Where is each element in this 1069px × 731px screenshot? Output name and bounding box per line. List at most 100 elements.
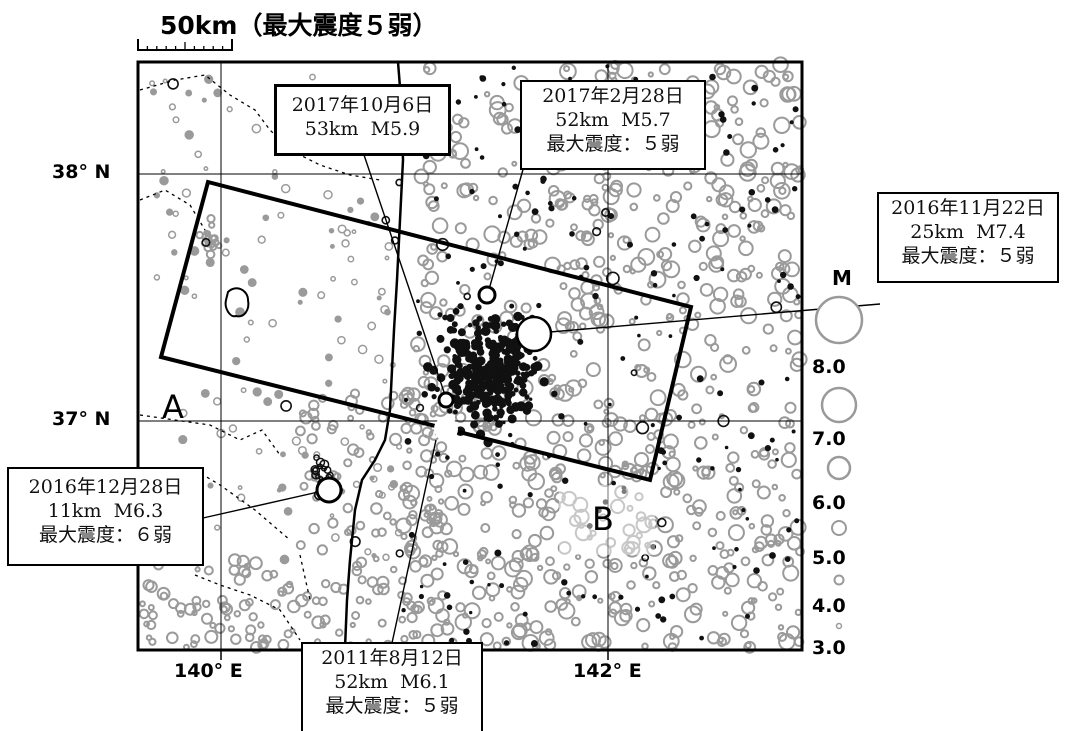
- epicenter-marker: [670, 625, 684, 639]
- epicenter-marker: [596, 543, 612, 559]
- epicenter-marker: [209, 621, 217, 629]
- epicenter-marker: [206, 214, 216, 224]
- epicenter-marker: [440, 182, 448, 190]
- epicenter-marker: [506, 372, 512, 379]
- epicenter-marker: [386, 465, 395, 473]
- epicenter-marker: [791, 468, 803, 480]
- epicenter-marker: [519, 388, 528, 397]
- epicenter-marker: [428, 472, 445, 489]
- epicenter-marker: [784, 401, 797, 414]
- epicenter-marker: [212, 397, 222, 406]
- epicenter-marker: [738, 240, 754, 257]
- epicenter-marker: [497, 230, 511, 245]
- epicenter-marker: [675, 534, 684, 543]
- epicenter-marker: [347, 414, 355, 422]
- epicenter-marker: [502, 420, 506, 425]
- epicenter-marker: [648, 600, 656, 608]
- epicenter-marker: [310, 464, 321, 475]
- epicenter-marker: [514, 231, 520, 237]
- epicenter-marker: [692, 465, 699, 472]
- event-marker-2016-11-22: [515, 315, 553, 353]
- epicenter-marker: [608, 592, 616, 601]
- epicenter-marker: [608, 608, 618, 618]
- epicenter-marker: [204, 74, 214, 84]
- epicenter-marker: [159, 175, 169, 186]
- epicenter-marker: [789, 120, 794, 125]
- epicenter-marker: [551, 390, 558, 397]
- legend-circle-M4.5: [833, 574, 845, 586]
- epicenter-marker: [710, 373, 718, 381]
- epicenter-marker: [454, 411, 467, 423]
- epicenter-marker: [722, 610, 729, 617]
- epicenter-marker: [382, 511, 392, 521]
- epicenter-marker: [474, 370, 485, 381]
- epicenter-marker: [276, 487, 282, 493]
- epicenter-marker: [465, 350, 472, 356]
- epicenter-marker: [435, 451, 441, 457]
- epicenter-marker: [645, 574, 649, 579]
- epicenter-marker: [248, 612, 258, 622]
- legend-value: 5.0: [812, 547, 846, 569]
- epicenter-marker: [528, 533, 542, 548]
- epicenter-marker: [607, 232, 615, 239]
- epicenter-marker: [204, 629, 219, 644]
- epicenter-marker: [767, 539, 775, 548]
- event-marker-2016-12-28: [315, 476, 343, 504]
- section-endpoint-b: B: [592, 500, 614, 538]
- epicenter-marker: [572, 331, 583, 342]
- epicenter-marker: [786, 211, 796, 221]
- epicenter-marker: [630, 561, 638, 570]
- epicenter-marker: [479, 389, 485, 395]
- epicenter-marker: [655, 613, 662, 619]
- epicenter-marker: [320, 465, 328, 472]
- epicenter-marker: [466, 405, 475, 413]
- epicenter-marker: [431, 394, 437, 400]
- epicenter-marker: [571, 195, 577, 201]
- epicenter-marker: [431, 217, 449, 234]
- epicenter-marker: [648, 270, 667, 289]
- epicenter-marker: [149, 88, 158, 96]
- epicenter-marker: [508, 432, 513, 438]
- epicenter-marker: [190, 640, 198, 648]
- epicenter-marker: [207, 482, 214, 489]
- epicenter-marker: [402, 494, 418, 510]
- epicenter-marker: [492, 405, 498, 412]
- epicenter-marker: [699, 235, 705, 242]
- epicenter-marker: [519, 547, 533, 561]
- epicenter-marker: [492, 394, 500, 402]
- epicenter-marker: [384, 255, 390, 261]
- epicenter-marker: [750, 449, 760, 459]
- epicenter-marker: [669, 571, 680, 582]
- epicenter-marker: [483, 415, 490, 422]
- epicenter-marker: [677, 280, 686, 290]
- epicenter-marker: [669, 633, 676, 641]
- epicenter-marker: [673, 488, 681, 496]
- epicenter-marker: [503, 640, 510, 646]
- epicenter-marker: [243, 336, 251, 343]
- epicenter-marker: [668, 550, 683, 566]
- epicenter-marker: [377, 582, 390, 596]
- epicenter-marker: [760, 524, 773, 536]
- epicenter-marker: [495, 462, 501, 468]
- epicenter-marker: [744, 641, 752, 649]
- epicenter-marker: [583, 264, 590, 271]
- epicenter-marker: [508, 557, 524, 573]
- callout-intensity: 最大震度：５弱: [901, 245, 1035, 267]
- epicenter-marker: [523, 363, 531, 371]
- epicenter-marker: [516, 198, 532, 214]
- epicenter-marker: [748, 522, 756, 530]
- epicenter-marker: [777, 631, 788, 642]
- epicenter-marker: [715, 193, 729, 207]
- epicenter-marker: [694, 215, 707, 228]
- epicenter-marker: [536, 302, 542, 309]
- epicenter-marker: [153, 274, 161, 281]
- epicenter-marker: [367, 321, 377, 331]
- epicenter-marker: [735, 466, 742, 473]
- epicenter-marker: [483, 91, 491, 98]
- b-region-highlight: [559, 485, 655, 555]
- epicenter-marker: [484, 337, 492, 344]
- epicenter-marker: [147, 604, 155, 611]
- epicenter-marker: [478, 345, 484, 351]
- epicenter-marker: [776, 587, 785, 596]
- epicenter-marker: [712, 230, 730, 248]
